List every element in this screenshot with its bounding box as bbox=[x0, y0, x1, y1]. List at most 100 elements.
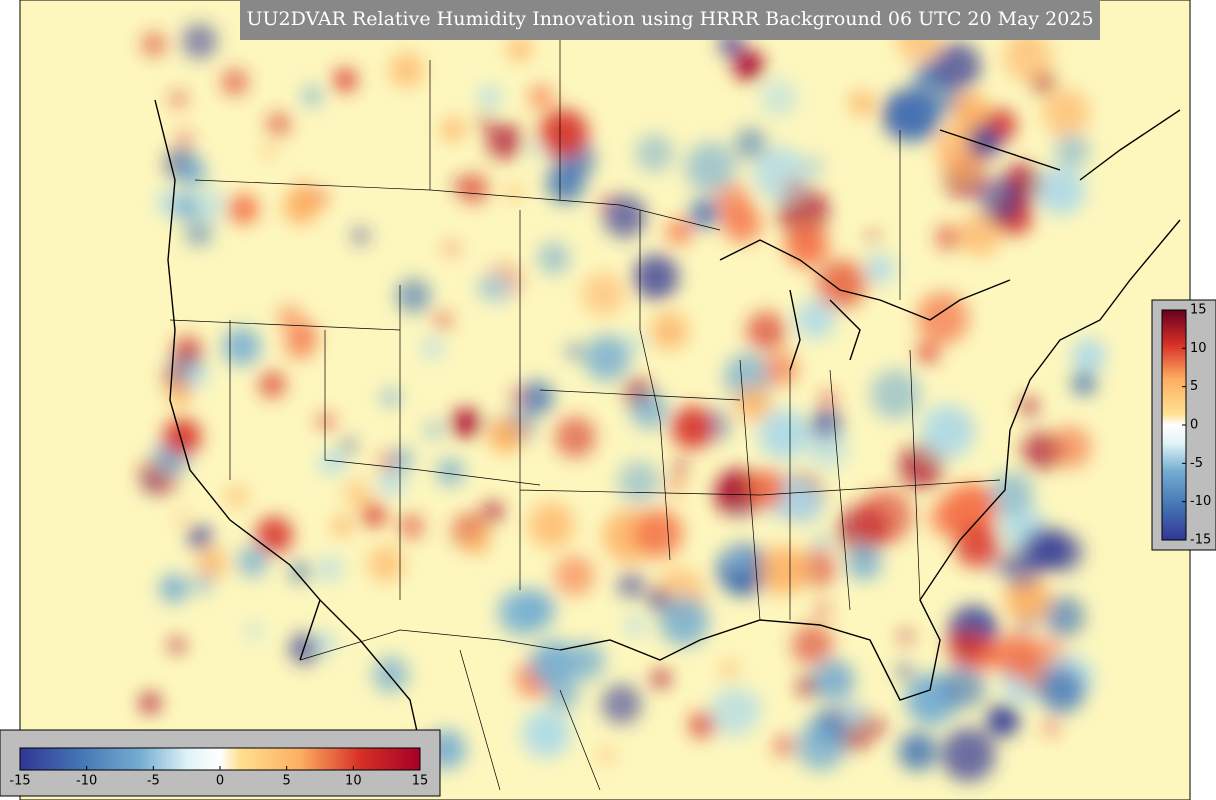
field-blob bbox=[486, 123, 523, 160]
field-blob bbox=[389, 447, 414, 472]
field-blob bbox=[986, 704, 1020, 737]
field-blob bbox=[795, 299, 835, 339]
field-blob bbox=[333, 68, 357, 92]
field-blob bbox=[332, 516, 352, 536]
field-blob bbox=[668, 478, 684, 494]
field-blob bbox=[178, 158, 207, 187]
colorbar-tick-label: 10 bbox=[345, 774, 362, 789]
field-blob bbox=[917, 342, 939, 364]
field-blob bbox=[1036, 166, 1086, 215]
field-blob bbox=[283, 188, 319, 225]
field-blob bbox=[266, 112, 291, 136]
field-blob bbox=[398, 514, 424, 540]
field-blob bbox=[228, 194, 259, 225]
field-blob bbox=[382, 388, 400, 407]
field-blob bbox=[815, 535, 830, 550]
field-blob bbox=[312, 189, 329, 206]
colorbar-tick-label: -5 bbox=[147, 774, 160, 789]
field-blob bbox=[181, 23, 218, 59]
field-blob bbox=[734, 127, 767, 160]
field-blob bbox=[898, 443, 944, 489]
field-blob bbox=[498, 589, 545, 637]
field-blob bbox=[798, 676, 819, 697]
field-blob bbox=[246, 622, 263, 640]
field-blob bbox=[436, 458, 465, 487]
field-blob bbox=[458, 173, 489, 204]
vertical-colorbar: -15 -10 -5 0 5 10 15 bbox=[1151, 299, 1216, 551]
field-blob bbox=[617, 460, 661, 504]
field-blob bbox=[547, 678, 579, 711]
field-blob bbox=[488, 418, 523, 453]
field-blob bbox=[864, 254, 895, 284]
field-blob bbox=[170, 91, 186, 107]
field-blob bbox=[898, 732, 938, 771]
field-blob bbox=[888, 89, 941, 142]
field-blob bbox=[183, 363, 208, 388]
field-blob bbox=[746, 311, 786, 352]
field-blob bbox=[477, 113, 495, 131]
field-blob bbox=[650, 312, 689, 351]
field-blob bbox=[967, 124, 1002, 159]
field-blob bbox=[946, 627, 987, 667]
field-blob bbox=[625, 615, 646, 636]
field-blob bbox=[1071, 371, 1097, 396]
field-blob bbox=[666, 218, 693, 245]
field-blob bbox=[318, 414, 334, 429]
colorbar-tick-label: -15 bbox=[9, 774, 30, 789]
field-blob bbox=[760, 79, 798, 117]
field-blob bbox=[821, 391, 836, 406]
field-blob bbox=[389, 52, 425, 88]
field-blob bbox=[758, 546, 808, 595]
field-blob bbox=[225, 484, 249, 509]
field-blob bbox=[710, 687, 760, 737]
colorbar-tick-label: -5 bbox=[1190, 456, 1203, 471]
field-blob bbox=[259, 371, 286, 398]
field-blob bbox=[841, 703, 864, 726]
field-blob bbox=[958, 213, 1002, 256]
borders bbox=[169, 0, 1001, 791]
field-blob bbox=[647, 589, 668, 610]
field-blob bbox=[598, 747, 615, 764]
title-box bbox=[240, 0, 1100, 40]
field-blob bbox=[237, 545, 269, 577]
field-blob bbox=[764, 351, 799, 386]
field-blob bbox=[994, 633, 1039, 678]
field-blob bbox=[584, 335, 630, 382]
colorbar-tick-label: 0 bbox=[216, 774, 224, 789]
field-blob bbox=[816, 603, 829, 616]
field-blob bbox=[671, 405, 715, 449]
field-blob bbox=[806, 157, 824, 175]
colorbar-tick-label: -10 bbox=[76, 774, 97, 789]
field-blob bbox=[188, 525, 212, 549]
field-blob bbox=[1042, 88, 1090, 136]
field-blob bbox=[1043, 596, 1085, 638]
field-blob bbox=[554, 416, 596, 458]
field-blob bbox=[168, 384, 191, 407]
field-blob bbox=[932, 42, 981, 92]
field-blob bbox=[617, 571, 646, 600]
colorbar-tick-label: 0 bbox=[1190, 418, 1198, 433]
field-blob bbox=[849, 90, 875, 116]
field-blob bbox=[530, 640, 578, 688]
field-blob bbox=[396, 278, 431, 314]
field-blob bbox=[870, 369, 921, 420]
colorbar-tick-label: 15 bbox=[1190, 303, 1207, 318]
colorbar-tick-label: -15 bbox=[1190, 533, 1211, 548]
field-blob bbox=[989, 559, 1002, 572]
field-blob bbox=[528, 84, 555, 110]
field-blob bbox=[506, 185, 522, 201]
field-blob bbox=[464, 529, 489, 554]
field-blob bbox=[953, 92, 989, 129]
field-blob bbox=[720, 660, 739, 679]
field-blob bbox=[159, 574, 189, 604]
field-blob bbox=[444, 241, 459, 256]
field-blob bbox=[601, 683, 642, 725]
field-blob bbox=[479, 86, 501, 108]
field-blob bbox=[1043, 720, 1059, 735]
field-blob bbox=[846, 546, 882, 581]
field-blob bbox=[140, 692, 161, 713]
field-blob bbox=[343, 479, 372, 508]
field-blob bbox=[659, 596, 710, 647]
field-blob bbox=[807, 428, 849, 470]
